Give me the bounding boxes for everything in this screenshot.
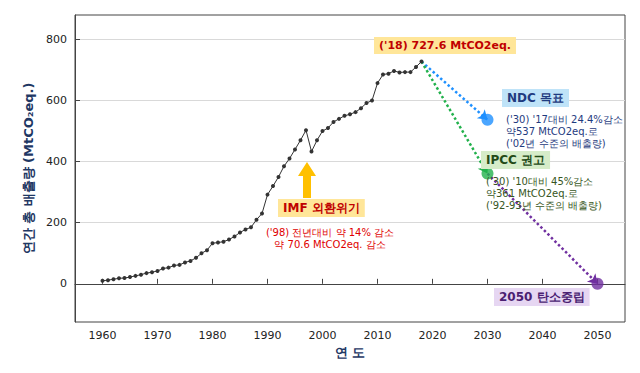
svg-text:2020: 2020 [419, 329, 447, 342]
svg-text:1990: 1990 [254, 329, 282, 342]
svg-text:('30) '17대비 24.4%감소: ('30) '17대비 24.4%감소 [506, 114, 623, 125]
svg-text:800: 800 [46, 33, 67, 46]
svg-text:IMF 외환위기: IMF 외환위기 [283, 201, 360, 215]
svg-text:('30) '10대비 45%감소: ('30) '10대비 45%감소 [486, 176, 593, 187]
svg-text:('98) 전년대비 약 14% 감소: ('98) 전년대비 약 14% 감소 [266, 227, 394, 238]
svg-text:2050: 2050 [584, 329, 612, 342]
svg-text:('92-93년 수준의 배출량): ('92-93년 수준의 배출량) [486, 200, 602, 211]
svg-text:1970: 1970 [144, 329, 172, 342]
svg-text:400: 400 [46, 155, 67, 168]
svg-text:NDC 목표: NDC 목표 [507, 91, 564, 105]
svg-text:2000: 2000 [309, 329, 337, 342]
svg-text:1980: 1980 [199, 329, 227, 342]
svg-text:연간 총 배출량 (MtCO₂eq.): 연간 총 배출량 (MtCO₂eq.) [21, 83, 36, 255]
svg-text:2040: 2040 [529, 329, 557, 342]
svg-text:연 도: 연 도 [335, 345, 366, 360]
svg-text:0: 0 [60, 277, 67, 290]
svg-text:IPCC 권고: IPCC 권고 [486, 153, 545, 167]
svg-text:('02년 수준의 배출량): ('02년 수준의 배출량) [506, 138, 606, 149]
svg-text:('18) 727.6 MtCO2eq.: ('18) 727.6 MtCO2eq. [379, 39, 511, 52]
svg-text:600: 600 [46, 94, 67, 107]
svg-text:약361 MtCO2eq.로: 약361 MtCO2eq.로 [486, 188, 578, 199]
svg-text:2030: 2030 [474, 329, 502, 342]
svg-text:200: 200 [46, 216, 67, 229]
svg-text:2050 탄소중립: 2050 탄소중립 [499, 290, 585, 304]
svg-text:1960: 1960 [89, 329, 117, 342]
svg-text:2010: 2010 [364, 329, 392, 342]
svg-text:약537 MtCO2eq.로: 약537 MtCO2eq.로 [506, 126, 598, 137]
svg-text:약 70.6 MtCO2eq. 감소: 약 70.6 MtCO2eq. 감소 [274, 239, 385, 250]
